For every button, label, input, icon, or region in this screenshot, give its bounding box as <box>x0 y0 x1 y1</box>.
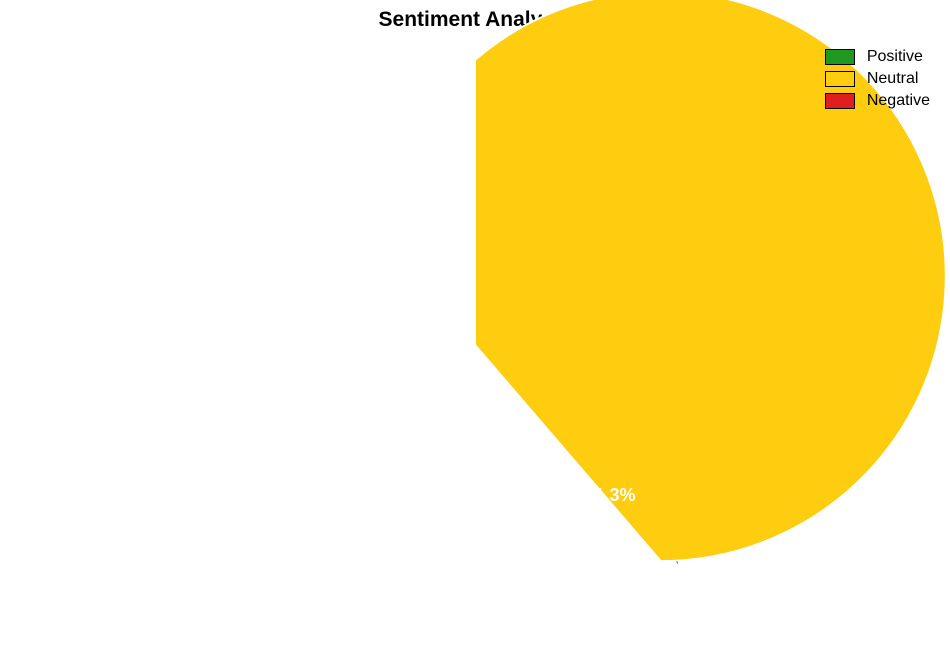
legend-swatch-neutral <box>825 71 855 87</box>
legend-label-neutral: Neutral <box>867 70 919 88</box>
pie-label-neutral: 61.3% <box>584 485 635 505</box>
legend-item-negative: Negative <box>825 92 930 110</box>
pie-label-positive: 16.9% <box>252 300 303 320</box>
legend-label-positive: Positive <box>867 48 923 66</box>
chart-container: Sentiment Analysis 21.8%16.9%61.3% Posit… <box>0 0 950 662</box>
legend: Positive Neutral Negative <box>825 48 930 114</box>
legend-swatch-positive <box>825 49 855 65</box>
legend-item-positive: Positive <box>825 48 930 66</box>
legend-item-neutral: Neutral <box>825 70 930 88</box>
legend-label-negative: Negative <box>867 92 930 110</box>
pie-chart-svg: 21.8% 16.9% 61.3% <box>0 0 950 662</box>
legend-swatch-negative <box>825 93 855 109</box>
pie-label-negative: 21.8% <box>414 137 465 157</box>
